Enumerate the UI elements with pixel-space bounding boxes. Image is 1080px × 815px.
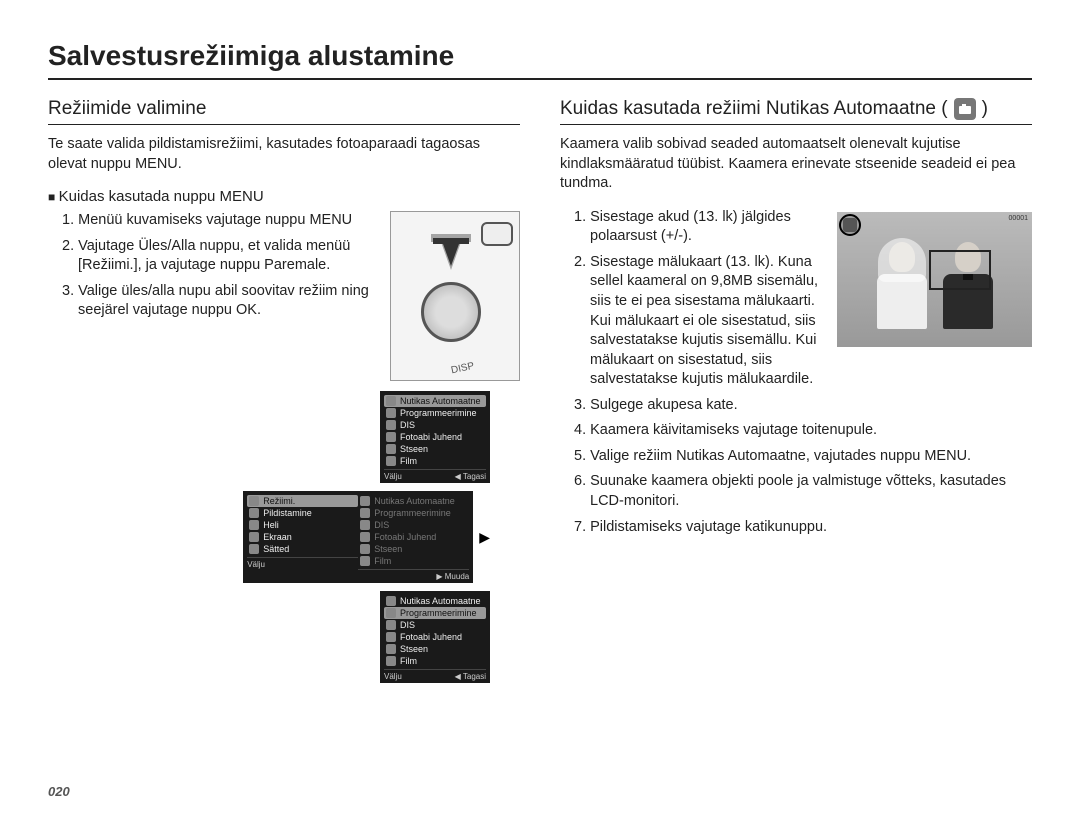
menu3-item1: Programmeerimine <box>400 608 477 618</box>
menu3-item0: Nutikas Automaatne <box>400 596 481 606</box>
mode-icon <box>386 408 396 418</box>
menu2-item5: Film <box>374 556 391 566</box>
menu2-change: Muuda <box>445 572 469 581</box>
menu2-item4: Stseen <box>374 544 402 554</box>
page-title: Salvestusrežiimiga alustamine <box>48 40 1032 80</box>
menu3-exit: Välju <box>384 672 402 681</box>
menu3-item5: Film <box>400 656 417 666</box>
menu1-item1: Programmeerimine <box>400 408 477 418</box>
mode-icon <box>360 520 370 530</box>
left-subheading: Kuidas kasutada nuppu MENU <box>48 188 520 205</box>
mode-icon <box>360 508 370 518</box>
menu2-item0: Nutikas Automaatne <box>374 496 455 506</box>
menu1-item2: DIS <box>400 420 415 430</box>
mode-icon <box>360 544 370 554</box>
menu3-item3: Fotoabi Juhend <box>400 632 462 642</box>
camera-back-illustration: DISP <box>390 211 520 381</box>
menu-panel-3: Nutikas Automaatne Programmeerimine DIS … <box>380 591 490 683</box>
menu1-back: Tagasi <box>463 472 486 481</box>
right-step-5: 5. Valige režiim Nutikas Automaatne, vaj… <box>574 447 1032 467</box>
menu2-tab3: Ekraan <box>263 532 292 542</box>
menu2-tab0: Režiimi. <box>263 496 295 506</box>
menu-screenshots: Nutikas Automaatne Programmeerimine DIS … <box>48 391 520 683</box>
left-step-3: 3. Valige üles/alla nupu abil soovitav r… <box>62 282 378 321</box>
mode-icon <box>360 556 370 566</box>
right-heading-prefix: Kuidas kasutada režiimi Nutikas Automaat… <box>560 98 948 120</box>
mode-icon <box>386 644 396 654</box>
tab-icon <box>249 520 259 530</box>
tab-icon <box>249 496 259 506</box>
right-step-4: 4. Kaamera käivitamiseks vajutage toiten… <box>574 421 1032 441</box>
page-number: 020 <box>48 784 70 799</box>
smart-auto-icon <box>954 98 976 120</box>
lcd-counter: 00001 <box>1009 215 1028 222</box>
right-pointer-icon: ▶ <box>479 529 490 546</box>
mode-icon <box>386 632 396 642</box>
camera-mode-button <box>481 222 513 246</box>
menu3-item4: Stseen <box>400 644 428 654</box>
mode-icon <box>386 444 396 454</box>
content-columns: Režiimide valimine Te saate valida pildi… <box>48 98 1032 683</box>
menu1-item4: Stseen <box>400 444 428 454</box>
left-step-1: 1. Menüü kuvamiseks vajutage nuppu MENU <box>62 211 378 231</box>
tab-icon <box>249 508 259 518</box>
right-intro: Kaamera valib sobivad seaded automaatsel… <box>560 135 1032 194</box>
left-column: Režiimide valimine Te saate valida pildi… <box>48 98 520 683</box>
down-arrow-icon <box>421 232 481 272</box>
lcd-preview-illustration: 00001 <box>837 212 1032 347</box>
disp-label: DISP <box>450 361 475 377</box>
mode-icon <box>386 456 396 466</box>
menu2-exit: Välju <box>247 560 265 569</box>
mode-icon <box>386 596 396 606</box>
mode-icon <box>360 532 370 542</box>
menu1-item0: Nutikas Automaatne <box>400 396 481 406</box>
menu2-item2: DIS <box>374 520 389 530</box>
menu3-item2: DIS <box>400 620 415 630</box>
right-heading-suffix: ) <box>982 98 988 120</box>
lcd-topbar: 00001 <box>841 215 1028 222</box>
menu1-item3: Fotoabi Juhend <box>400 432 462 442</box>
tab-icon <box>249 532 259 542</box>
menu2-item3: Fotoabi Juhend <box>374 532 436 542</box>
left-step-2: 2. Vajutage Üles/Alla nuppu, et valida m… <box>62 237 378 276</box>
mode-icon <box>386 620 396 630</box>
left-steps: 1. Menüü kuvamiseks vajutage nuppu MENU … <box>48 211 378 327</box>
menu1-exit: Välju <box>384 472 402 481</box>
right-step-7: 7. Pildistamiseks vajutage katikunuppu. <box>574 518 1032 538</box>
right-step-6: 6. Suunake kaamera objekti poole ja valm… <box>574 472 1032 511</box>
menu-panel-2: Režiimi. Pildistamine Heli Ekraan Sätted… <box>243 491 473 583</box>
menu3-back: Tagasi <box>463 672 486 681</box>
left-steps-and-illus: 1. Menüü kuvamiseks vajutage nuppu MENU … <box>48 211 520 381</box>
menu-panel-2-row: Režiimi. Pildistamine Heli Ekraan Sätted… <box>243 491 490 583</box>
menu1-item5: Film <box>400 456 417 466</box>
menu2-tab1: Pildistamine <box>263 508 312 518</box>
mode-icon <box>386 432 396 442</box>
right-heading: Kuidas kasutada režiimi Nutikas Automaat… <box>560 98 1032 125</box>
menu2-tab2: Heli <box>263 520 279 530</box>
camera-nav-dial <box>421 282 481 342</box>
mode-icon <box>386 608 396 618</box>
tab-icon <box>249 544 259 554</box>
right-step-3: 3. Sulgege akupesa kate. <box>574 396 1032 416</box>
focus-rectangle <box>929 250 991 290</box>
mode-icon <box>386 420 396 430</box>
right-column: Kuidas kasutada režiimi Nutikas Automaat… <box>560 98 1032 683</box>
menu2-tab4: Sätted <box>263 544 289 554</box>
mode-icon <box>386 656 396 666</box>
menu-panel-1: Nutikas Automaatne Programmeerimine DIS … <box>380 391 490 483</box>
bride-figure <box>872 242 932 341</box>
mode-icon <box>360 496 370 506</box>
menu2-item1: Programmeerimine <box>374 508 451 518</box>
left-heading-text: Režiimide valimine <box>48 98 206 120</box>
left-intro: Te saate valida pildistamisrežiimi, kasu… <box>48 135 520 174</box>
left-heading: Režiimide valimine <box>48 98 520 125</box>
mode-icon <box>386 396 396 406</box>
